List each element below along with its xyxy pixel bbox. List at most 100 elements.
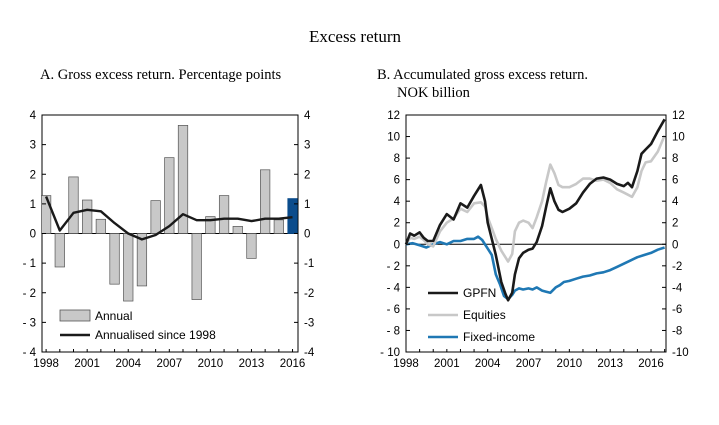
x-tick-label: 1998 [33,358,59,370]
y-tick-label-right: 2 [304,169,310,181]
page-title: Excess return [309,27,402,46]
y-tick-label: 0 [394,239,400,251]
x-tick-label: 2010 [198,358,224,370]
panel-a-left-y-ticks: 4 3 2 1 0 - 1 - 2 - 3 - 4 [23,110,46,359]
panel-a: A. Gross excess return. Percentage point… [23,67,315,370]
y-tick-label: 0 [30,229,36,241]
y-tick-label: - 10 [380,347,400,359]
bar-2007 [164,157,175,234]
x-tick-label: 2016 [638,358,664,370]
y-tick-label: 10 [387,132,400,144]
bar-1998 [41,195,52,234]
panel-b-legend: GPFN Equities Fixed-income [428,286,535,344]
bar-2014 [260,169,271,234]
y-tick-label-right: 12 [672,110,685,122]
bar-2016 [287,198,298,234]
y-tick-label-right: -2 [304,288,314,300]
x-tick-label: 2001 [434,358,460,370]
legend-label-annualised: Annualised since 1998 [95,328,216,342]
bar-1999 [54,233,65,268]
y-tick-label-right: 1 [304,199,310,211]
x-tick-label: 2001 [74,358,100,370]
panel-b: B. Accumulated gross excess return. NOK … [377,67,689,370]
bar-2000 [68,176,79,234]
legend-swatch-annual [59,309,91,322]
bar-2006 [150,200,161,234]
x-tick-label: 2007 [516,358,542,370]
series-line-gpfn [404,118,666,302]
series-line-equities [404,134,666,263]
y-tick-label: - 1 [23,258,36,270]
bar-2011 [218,195,230,234]
y-tick-label: 3 [30,140,36,152]
panel-a-x-ticks: 1998 2001 2004 2007 2010 2013 2016 [33,349,305,370]
panel-a-bars [41,125,298,302]
y-tick-label-right: -10 [672,347,689,359]
x-tick-label: 1998 [393,358,419,370]
bar-2002 [95,218,106,234]
x-tick-label: 2004 [115,358,141,370]
x-tick-label: 2010 [557,358,583,370]
y-tick-label-right: 0 [672,239,678,251]
bar-2009 [191,233,202,300]
y-tick-label-right: 10 [672,132,685,144]
panel-a-title: A. Gross excess return. Percentage point… [40,67,282,83]
y-tick-label-right: 0 [304,229,310,241]
panel-b-x-ticks: 1998 2001 2004 2007 2010 2013 2016 [393,349,666,370]
series-line-fixed-income [405,235,666,301]
y-tick-label: - 2 [23,288,36,300]
bar-2013 [246,233,257,259]
y-tick-label: 1 [30,199,36,211]
y-tick-label-right: 6 [672,175,678,187]
y-tick-label: 4 [30,110,37,122]
legend-label-gpfn: GPFN [463,286,496,300]
bar-2005 [136,233,148,287]
legend-label-equities: Equities [463,308,506,322]
y-tick-label: 4 [394,196,401,208]
y-tick-label: 2 [30,169,36,181]
panel-b-series-lines [404,118,666,302]
bar-2008 [177,125,189,234]
x-tick-label: 2013 [597,358,623,370]
y-tick-label: - 8 [387,325,400,337]
y-tick-label-right: -8 [672,325,682,337]
bar-2012 [232,226,243,234]
x-tick-label: 2013 [239,358,265,370]
bar-2003 [109,233,120,285]
x-tick-label: 2007 [157,358,183,370]
y-tick-label: - 4 [387,282,401,294]
panel-b-plot-frame [405,114,667,353]
y-tick-label-right: 8 [672,153,678,165]
legend-label-fixed-income: Fixed-income [463,330,535,344]
y-tick-label: 6 [394,175,400,187]
panel-a-annualised-line [44,196,293,241]
y-tick-label: - 3 [23,317,36,329]
y-tick-label-right: 3 [304,140,310,152]
panel-a-legend: Annual Annualised since 1998 [59,309,216,342]
bar-2015 [273,219,284,234]
y-tick-label-right: 4 [304,110,311,122]
y-tick-label: - 6 [387,304,400,316]
y-tick-label-right: -3 [304,317,314,329]
y-tick-label-right: -1 [304,258,314,270]
panel-b-left-y-ticks: 12 10 8 6 4 2 0 - 2 - 4 - 6 - 8 - 10 [380,110,410,359]
bar-2010 [205,216,216,234]
y-tick-label: 2 [394,218,400,230]
y-tick-label-right: -6 [672,304,682,316]
y-tick-label-right: -4 [672,282,683,294]
x-tick-label: 2004 [475,358,501,370]
y-tick-label: 8 [394,153,400,165]
panel-b-title-line-1: B. Accumulated gross excess return. [377,67,588,83]
y-tick-label: - 2 [387,261,400,273]
bar-2004 [123,233,134,302]
panel-b-right-y-ticks: 12 10 8 6 4 2 0 -2 -4 -6 -8 -10 [662,110,689,359]
panel-a-right-y-ticks: 4 3 2 1 0 -1 -2 -3 -4 [294,110,315,359]
bar-2001 [82,199,93,234]
y-tick-label: - 4 [23,347,37,359]
panel-b-title-line-2: NOK billion [397,85,471,101]
x-tick-label: 2016 [280,358,306,370]
legend-label-annual: Annual [95,309,132,323]
y-tick-label-right: -2 [672,261,682,273]
y-tick-label-right: -4 [304,347,315,359]
